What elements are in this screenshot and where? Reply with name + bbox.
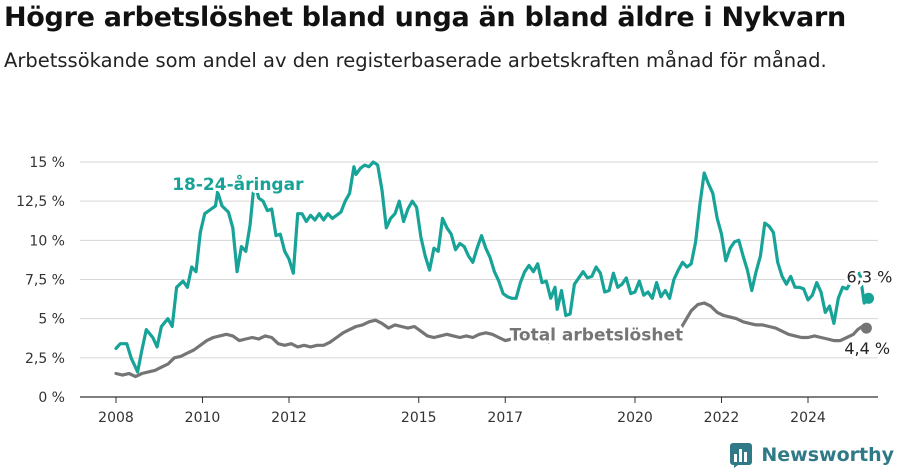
y-tick-label: 15 % [29, 155, 65, 171]
y-axis: 0 % 2,5 % 5 % 7,5 % 10 % 12,5 % 15 % [16, 155, 65, 406]
y-tick-label: 12,5 % [16, 194, 65, 210]
series-end-point-youth [863, 292, 875, 304]
grid-lines [80, 161, 878, 398]
bar-chart-logo-icon [730, 443, 753, 468]
x-axis: 2008 2010 2012 2015 2017 2020 2022 2024 [98, 397, 826, 426]
brand-name: Newsworthy [761, 444, 894, 466]
y-tick-label: 0 % [38, 390, 65, 406]
y-tick-label: 5 % [38, 312, 65, 328]
x-tick-label: 2012 [271, 410, 307, 426]
series-end-label-youth: 6,3 % [847, 267, 893, 286]
series-lines [114, 160, 875, 379]
y-tick-label: 7,5 % [25, 273, 65, 289]
series-end-label-total: 4,4 % [844, 339, 890, 358]
chart-title: Högre arbetslöshet bland unga än bland ä… [4, 2, 846, 33]
x-tick-label: 2020 [617, 410, 653, 426]
x-tick-label: 2008 [98, 410, 134, 426]
x-tick-label: 2015 [401, 410, 437, 426]
x-tick-label: 2010 [185, 410, 221, 426]
y-tick-label: 10 % [29, 233, 65, 249]
series-labels: 18-24-åringar 6,3 % Total arbetslöshet 4,4 … [169, 170, 895, 361]
series-line-total [114, 301, 868, 379]
series-end-point-total [860, 322, 872, 334]
x-tick-label: 2017 [487, 410, 523, 426]
x-tick-label: 2024 [790, 410, 826, 426]
series-name-label-youth: 18-24-åringar [172, 173, 304, 195]
series-line-youth [114, 160, 871, 374]
x-tick-label: 2022 [704, 410, 740, 426]
chart-subtitle: Arbetssökande som andel av den registerb… [4, 49, 827, 72]
newsworthy-logo[interactable]: Newsworthy [729, 442, 894, 468]
y-tick-label: 2,5 % [25, 351, 65, 367]
series-name-label-total: Total arbetslöshet [510, 326, 684, 346]
